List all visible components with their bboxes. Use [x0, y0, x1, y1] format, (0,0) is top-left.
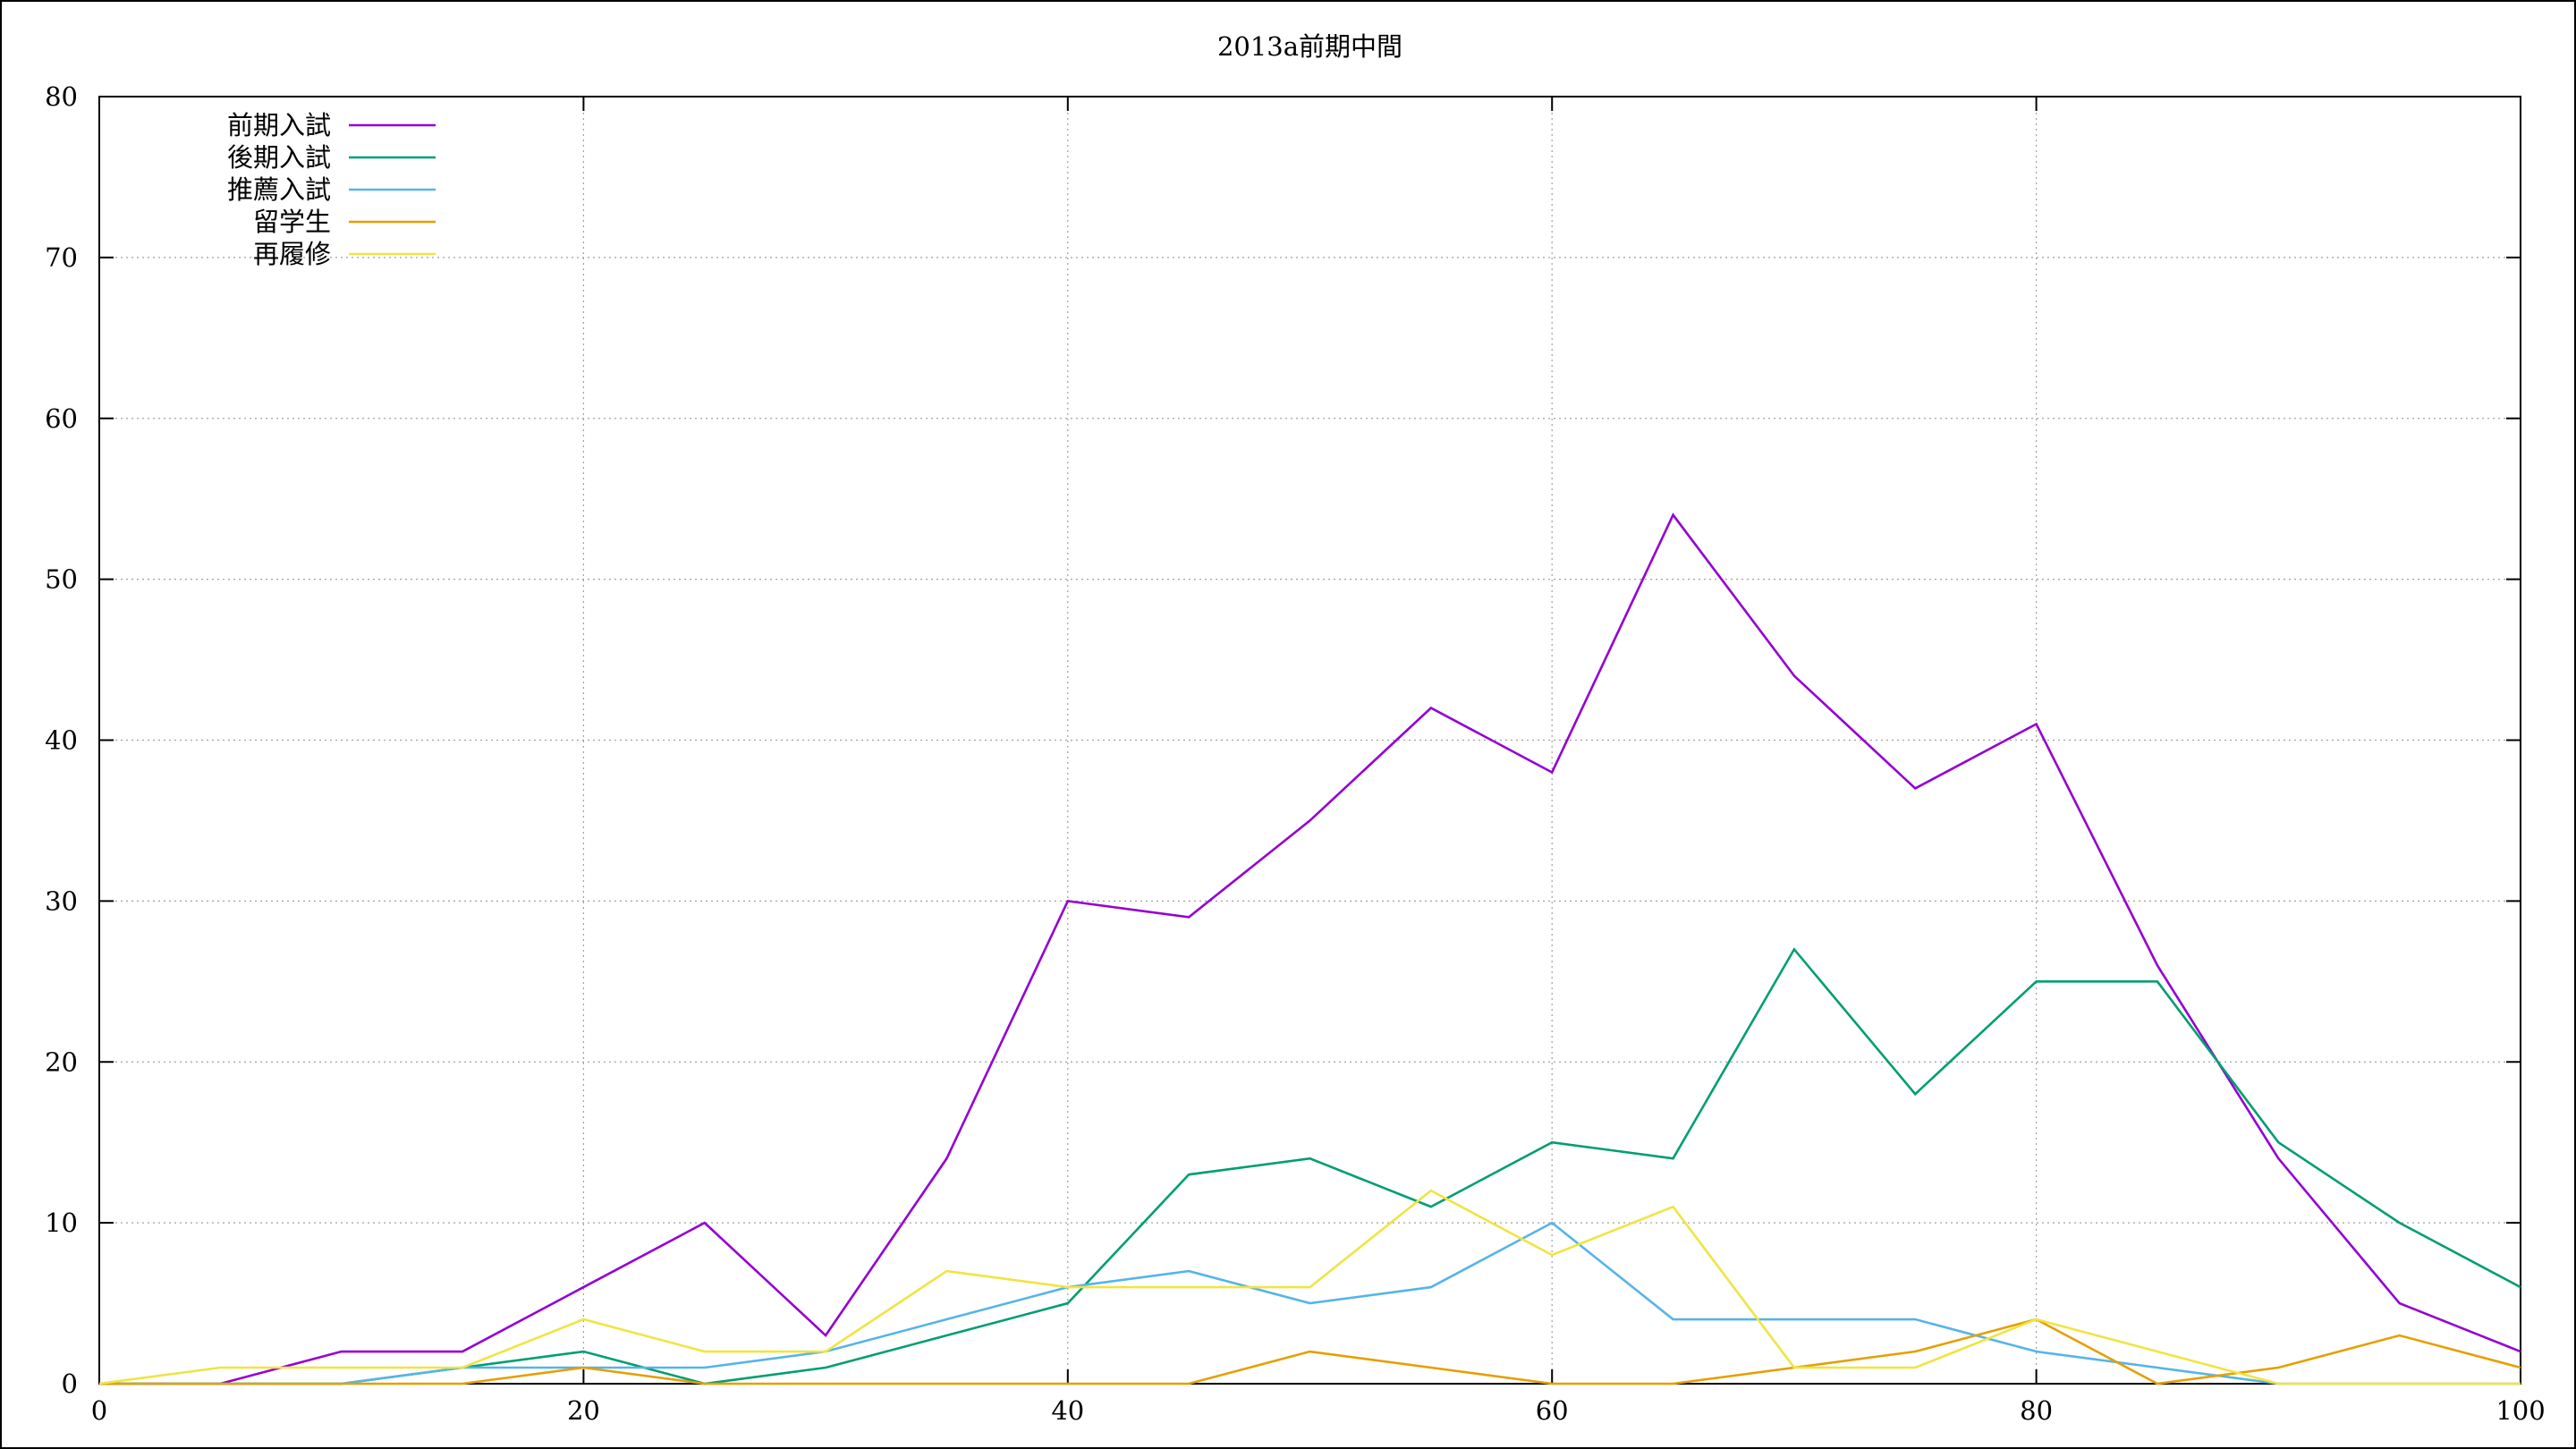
x-tick-label: 100 — [2496, 1395, 2545, 1426]
y-tick-label: 60 — [45, 403, 78, 434]
grid-layer — [99, 97, 2521, 1384]
legend-label: 前期入試 — [227, 110, 331, 140]
series-line-2 — [99, 947, 2521, 1385]
y-tick-label: 0 — [62, 1368, 78, 1399]
chart-title: 2013a前期中間 — [1217, 31, 1402, 62]
series-layer — [98, 513, 2521, 1385]
series-line-5 — [98, 1189, 2521, 1385]
y-tick-label: 20 — [45, 1046, 78, 1077]
legend-label: 留学生 — [253, 207, 331, 237]
y-tick-label: 70 — [45, 242, 78, 273]
y-tick-label: 50 — [45, 564, 78, 595]
y-tick-label: 80 — [45, 81, 78, 112]
x-tick-label: 80 — [2020, 1395, 2053, 1426]
series-line-1 — [99, 513, 2521, 1385]
series-line-4 — [99, 1318, 2521, 1385]
y-tick-label: 10 — [45, 1208, 78, 1238]
legend-label: 再履修 — [253, 239, 331, 269]
y-tick-label: 30 — [45, 886, 78, 916]
ticks-layer: 0 10 20 30 40 50 60 70 80 0 20 40 60 80 100 — [45, 81, 2546, 1426]
plot-border — [98, 96, 2521, 1385]
x-tick-label: 20 — [567, 1395, 600, 1426]
legend-label: 推薦入試 — [227, 174, 331, 205]
x-tick-label: 40 — [1051, 1395, 1084, 1426]
series-line-3 — [99, 1221, 2521, 1385]
y-tick-label: 40 — [45, 725, 78, 756]
legend-label: 後期入試 — [227, 142, 331, 173]
x-tick-label: 0 — [91, 1395, 107, 1426]
x-tick-label: 60 — [1536, 1395, 1569, 1426]
